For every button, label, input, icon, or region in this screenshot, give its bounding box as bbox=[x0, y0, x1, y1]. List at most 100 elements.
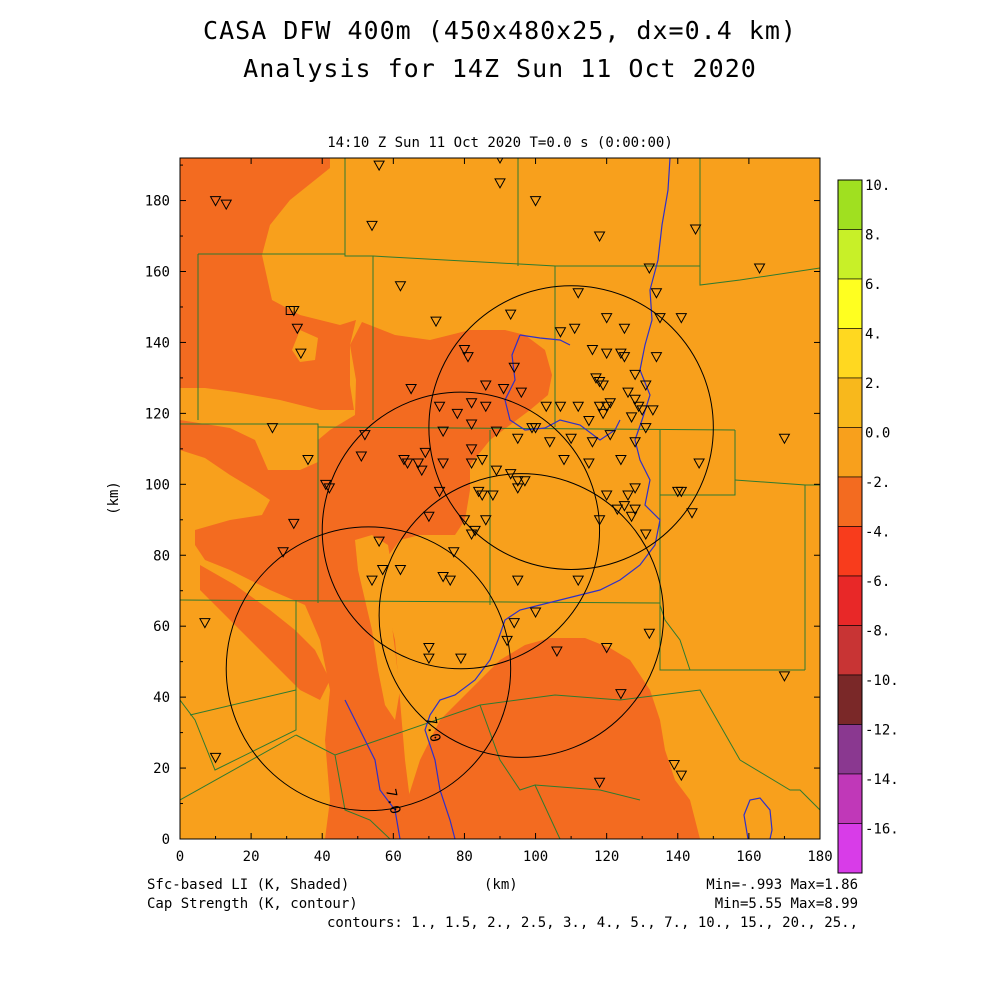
colorbar-label: -10. bbox=[865, 673, 899, 689]
station-marker bbox=[568, 323, 581, 335]
radar-ring-1 bbox=[321, 391, 601, 670]
station-marker bbox=[675, 486, 688, 498]
x-tick-label: 140 bbox=[665, 849, 690, 865]
station-marker bbox=[529, 196, 542, 207]
station-marker bbox=[430, 316, 442, 328]
station-marker bbox=[511, 476, 524, 487]
station-marker bbox=[625, 412, 638, 423]
station-marker bbox=[423, 511, 435, 523]
colorbar-label: 8. bbox=[865, 228, 882, 244]
station-marker bbox=[462, 352, 474, 363]
cap-strength-contours bbox=[344, 158, 773, 839]
county-line-22 bbox=[739, 759, 820, 811]
colorbar-label: 0.0 bbox=[865, 426, 890, 442]
station-marker bbox=[611, 504, 624, 516]
colorbar-segment bbox=[837, 328, 863, 379]
station-marker bbox=[433, 486, 446, 498]
station-marker bbox=[465, 398, 478, 409]
x-tick-label: 0 bbox=[176, 849, 184, 865]
station-marker bbox=[287, 518, 300, 530]
li-negative-region-west-band bbox=[200, 565, 330, 700]
x-tick-label: 40 bbox=[314, 849, 331, 865]
station-marker bbox=[277, 547, 289, 558]
station-marker bbox=[319, 479, 332, 491]
x-tick-label: 160 bbox=[736, 849, 761, 865]
station-marker bbox=[593, 231, 606, 243]
colorbar-segment bbox=[837, 179, 863, 230]
station-marker bbox=[291, 323, 304, 335]
station-marker bbox=[753, 263, 766, 274]
county-line-11 bbox=[659, 430, 805, 671]
station-marker bbox=[593, 376, 606, 388]
station-marker bbox=[615, 689, 627, 700]
station-marker bbox=[220, 199, 233, 211]
station-marker bbox=[622, 387, 634, 399]
radar-ring-2 bbox=[428, 285, 714, 570]
station-marker bbox=[415, 465, 428, 477]
station-marker bbox=[479, 401, 492, 413]
x-tick-label: 20 bbox=[243, 849, 260, 865]
station-marker bbox=[554, 327, 567, 338]
station-marker bbox=[209, 196, 222, 207]
county-line-16 bbox=[180, 600, 297, 771]
station-marker bbox=[643, 628, 656, 640]
colorbar-label: -14. bbox=[865, 772, 899, 788]
station-marker bbox=[476, 490, 489, 501]
y-tick-label: 60 bbox=[153, 619, 170, 635]
station-marker bbox=[590, 373, 602, 384]
x-tick-label: 120 bbox=[594, 849, 619, 865]
colorbar: 10. 8. 6. 4. 2. 0.0 -2. -4. -6. -8. -10. -12. -14. -1… bbox=[837, 178, 899, 874]
contour-southeast-loop bbox=[743, 797, 773, 839]
station-marker bbox=[675, 770, 688, 782]
x-tick-label: 80 bbox=[456, 849, 473, 865]
station-marker bbox=[632, 401, 645, 413]
colorbar-segment bbox=[837, 476, 863, 527]
colorbar-segment bbox=[837, 229, 863, 280]
station-marker bbox=[554, 401, 567, 413]
station-marker bbox=[494, 178, 506, 189]
station-marker bbox=[618, 323, 631, 335]
contour-west-seven bbox=[344, 699, 401, 839]
station-marker bbox=[490, 426, 503, 438]
y-tick-label: 140 bbox=[145, 335, 170, 351]
station-marker bbox=[359, 430, 371, 441]
county-line-5 bbox=[317, 426, 736, 431]
colorbar-label: 4. bbox=[865, 327, 882, 343]
station-marker bbox=[600, 348, 613, 360]
station-marker bbox=[650, 288, 663, 299]
station-marker bbox=[511, 433, 524, 445]
footer-contour-minmax: Min=5.55 Max=8.99 bbox=[714, 896, 858, 912]
station-marker bbox=[615, 348, 627, 360]
station-marker bbox=[394, 564, 407, 576]
figure-subtitle: Analysis for 14Z Sun 11 Oct 2020 bbox=[243, 54, 757, 83]
station-marker bbox=[597, 380, 609, 392]
station-marker bbox=[455, 653, 467, 665]
station-marker bbox=[504, 469, 517, 480]
station-marker bbox=[526, 423, 538, 434]
station-marker bbox=[675, 313, 688, 324]
station-marker bbox=[412, 458, 425, 470]
y-tick-label: 160 bbox=[145, 265, 170, 281]
station-marker bbox=[476, 454, 489, 466]
station-marker bbox=[629, 483, 641, 494]
colorbar-label: 6. bbox=[865, 277, 882, 293]
station-marker bbox=[366, 575, 378, 587]
station-marker bbox=[437, 458, 449, 470]
y-tick-label: 80 bbox=[153, 548, 170, 564]
y-axis-label: (km) bbox=[106, 481, 122, 515]
station-marker bbox=[419, 447, 432, 459]
station-marker bbox=[647, 405, 659, 416]
station-marker bbox=[451, 408, 464, 420]
station-marker bbox=[376, 564, 389, 576]
station-marker bbox=[394, 281, 407, 292]
colorbar-segment bbox=[837, 773, 863, 824]
valid-time-label: 14:10 Z Sun 11 Oct 2020 T=0.0 s (0:00:00… bbox=[327, 135, 673, 151]
station-marker bbox=[465, 419, 478, 431]
station-marker bbox=[508, 618, 521, 629]
station-marker bbox=[600, 313, 613, 324]
station-marker bbox=[597, 408, 609, 420]
contour-central-blob bbox=[519, 334, 571, 346]
station-marker bbox=[465, 458, 478, 470]
station-marker bbox=[778, 433, 791, 445]
station-marker bbox=[487, 490, 499, 501]
